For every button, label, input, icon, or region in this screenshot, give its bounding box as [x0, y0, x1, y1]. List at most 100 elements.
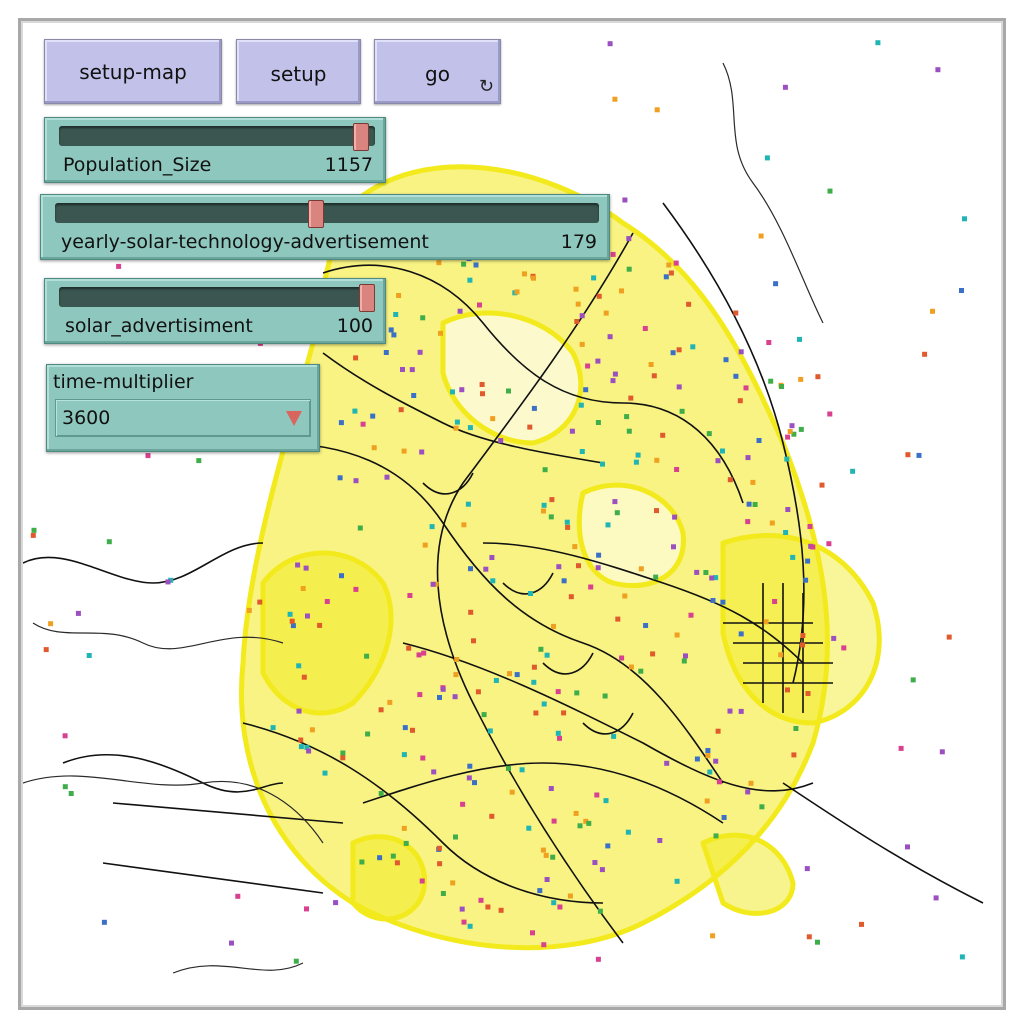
- agent-dot: [31, 527, 37, 533]
- slider-thumb[interactable]: [353, 123, 369, 151]
- agent-dot: [384, 474, 390, 480]
- agent-dot: [602, 693, 608, 699]
- agent-dot: [706, 431, 712, 437]
- slider-thumb[interactable]: [308, 200, 325, 228]
- agent-dot: [549, 497, 555, 503]
- agent-dot: [599, 867, 605, 873]
- agent-dot: [305, 613, 310, 619]
- agent-dot: [420, 315, 426, 321]
- agent-dot: [626, 236, 632, 242]
- agent-dot: [461, 261, 467, 267]
- agent-dot: [257, 599, 263, 605]
- agent-dot: [490, 416, 496, 422]
- agent-dot: [436, 260, 442, 266]
- agent-dot: [196, 458, 202, 464]
- agent-dot: [763, 619, 769, 625]
- agent-dot: [626, 266, 632, 272]
- agent-dot: [473, 262, 479, 268]
- agent-dot: [705, 753, 711, 759]
- slider-track[interactable]: [59, 284, 375, 312]
- agent-dot: [738, 349, 744, 355]
- agent-dot: [625, 829, 631, 835]
- agent-dot: [595, 358, 601, 364]
- agent-dot: [453, 834, 458, 840]
- agent-dot: [930, 308, 935, 314]
- agent-dot: [805, 691, 811, 696]
- triangle-down-icon[interactable]: [286, 411, 302, 426]
- agent-dot: [716, 779, 722, 785]
- agent-dot: [768, 378, 774, 384]
- setup-button[interactable]: setup: [236, 39, 361, 104]
- agent-dot: [106, 539, 112, 545]
- agent-dot: [859, 921, 864, 927]
- agent-dot: [610, 378, 616, 384]
- agent-dot: [750, 479, 756, 485]
- agent-dot: [340, 750, 346, 756]
- slider-name: yearly-solar-technology-advertisement: [61, 231, 429, 253]
- agent-dot: [628, 395, 634, 401]
- agent-dot: [798, 426, 804, 432]
- agent-dot: [333, 900, 339, 906]
- agent-dot: [453, 425, 459, 431]
- slider-yearly-solar-technology-advertisement[interactable]: yearly-solar-technology-advertisement 17…: [40, 194, 610, 260]
- slider-track[interactable]: [55, 200, 599, 228]
- river-lines: [23, 62, 824, 974]
- agent-dot: [568, 594, 574, 600]
- agent-dot: [440, 686, 446, 692]
- agent-dot: [394, 860, 400, 866]
- agent-dot: [300, 586, 306, 591]
- agent-dot: [756, 438, 762, 443]
- agent-dot: [309, 727, 315, 733]
- agent-dot: [557, 904, 563, 910]
- agent-dot: [673, 260, 679, 266]
- agent-dot: [401, 752, 407, 758]
- chooser-time-multiplier[interactable]: time-multiplier 3600: [46, 364, 320, 452]
- agent-dot: [785, 507, 791, 512]
- agent-dot: [819, 482, 825, 488]
- agent-dot: [465, 501, 471, 507]
- agent-dot: [440, 891, 446, 896]
- chooser-select[interactable]: 3600: [55, 399, 311, 437]
- agent-dot: [746, 501, 752, 507]
- slider-solar-advertisiment[interactable]: solar_advertisiment 100: [44, 278, 386, 344]
- agent-dot: [353, 355, 359, 361]
- agent-dot: [827, 188, 833, 194]
- agent-dot: [454, 419, 460, 425]
- agent-dot: [475, 689, 481, 695]
- agent-dot: [679, 408, 685, 414]
- agent-dot: [733, 310, 739, 316]
- agent-dot: [910, 677, 916, 683]
- agent-dot: [785, 434, 791, 440]
- agent-dot: [353, 586, 359, 592]
- slider-population-size[interactable]: Population_Size 1157: [44, 117, 386, 183]
- agent-dot: [784, 456, 790, 462]
- agent-dot: [306, 748, 312, 754]
- agent-dot: [841, 645, 847, 651]
- agent-dot: [798, 376, 804, 382]
- agent-dot: [298, 737, 304, 743]
- agent-dot: [296, 663, 302, 669]
- agent-dot: [436, 845, 442, 851]
- slider-thumb[interactable]: [359, 284, 375, 312]
- city-map-world[interactable]: [23, 23, 1003, 1007]
- agent-dot: [86, 653, 92, 658]
- agent-dot: [493, 678, 499, 683]
- agent-dot: [561, 710, 567, 716]
- agent-dot: [778, 652, 784, 658]
- agent-dot: [396, 293, 402, 298]
- agent-dot: [638, 668, 644, 674]
- slider-track[interactable]: [59, 123, 375, 151]
- agent-dot: [479, 382, 485, 387]
- agent-dot: [390, 853, 396, 859]
- agent-dot: [612, 96, 618, 102]
- agent-dot: [713, 833, 719, 839]
- agent-dot: [116, 263, 122, 269]
- road-network: [23, 202, 984, 944]
- setup-map-button[interactable]: setup-map: [44, 39, 222, 104]
- go-button[interactable]: go ↻: [374, 39, 501, 104]
- agent-dot: [803, 577, 809, 583]
- agent-dot: [569, 428, 575, 434]
- agent-dot: [648, 362, 654, 367]
- agent-dot: [401, 448, 407, 454]
- agent-dot: [654, 107, 660, 113]
